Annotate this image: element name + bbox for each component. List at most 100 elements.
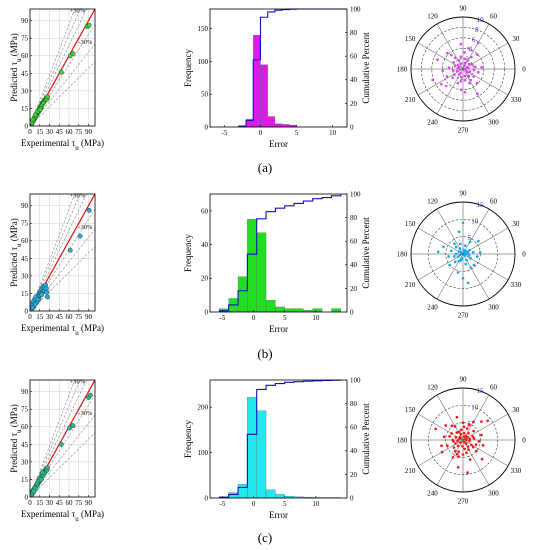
polar-data-point	[436, 58, 439, 62]
histogram-bar	[256, 410, 267, 499]
x-tick-label: -5	[221, 129, 227, 137]
polar-data-point	[461, 276, 465, 280]
polar-data-point	[463, 251, 467, 255]
polar-data-point	[440, 444, 443, 448]
polar-data-point	[465, 451, 468, 455]
x-tick-label: 0	[252, 500, 256, 508]
y-tick-label: 60	[21, 52, 29, 60]
y2-tick-label: 40	[350, 447, 358, 455]
axes-frame	[29, 379, 96, 498]
polar-data-point	[476, 70, 480, 74]
y-tick-label: 0	[205, 123, 209, 131]
y2-tick-label: 80	[350, 214, 358, 222]
polar-angle-label: 240	[427, 489, 438, 497]
polar-radius-label: 2	[465, 56, 469, 64]
polar-data-point	[444, 424, 448, 427]
y-tick-label: 30	[21, 87, 29, 95]
polar-data-point	[457, 230, 461, 234]
y2-tick-label: 0	[350, 123, 354, 131]
polar-angle-label: 150	[405, 406, 416, 414]
polar-data-point	[457, 430, 461, 434]
y-tick-label: 150	[198, 25, 209, 33]
c-scatter-panel: 0 15 30 45 60 75 900153045607590+30%-30%Experi…	[9, 379, 104, 523]
x-tick-label: 75	[75, 313, 83, 321]
polar-angle-label: 30	[512, 35, 520, 43]
y-tick-label: 200	[198, 404, 209, 412]
error-bound-line	[30, 209, 95, 311]
x-tick-label: 0	[28, 499, 32, 507]
polar-data-point	[469, 266, 473, 270]
polar-data-point	[468, 439, 471, 443]
x-tick-label: 75	[75, 128, 83, 136]
data-point	[45, 465, 50, 471]
y-axis-label: Frequency	[183, 420, 193, 458]
x-tick-label: 15	[36, 499, 44, 507]
polar-spoke	[417, 42, 509, 96]
y-tick-label: 90	[21, 17, 29, 25]
y-tick-label: 100	[198, 58, 209, 66]
polar-data-point	[446, 444, 449, 448]
x-tick-label: 5	[283, 314, 287, 322]
annotation-minus30: -30%	[78, 39, 93, 46]
histogram-bar	[267, 116, 276, 128]
polar-data-point	[465, 258, 468, 262]
x-tick-label: 30	[46, 499, 54, 507]
polar-data-point	[458, 247, 462, 250]
polar-data-point	[466, 471, 469, 474]
polar-data-point	[457, 455, 460, 459]
x-tick-label: 10	[312, 314, 320, 322]
y2-tick-label: 100	[350, 5, 361, 13]
x-tick-label: 5	[283, 500, 287, 508]
polar-data-point	[459, 441, 462, 444]
polar-angle-label: 30	[512, 406, 520, 414]
polar-radius-label: 15	[477, 201, 485, 209]
polar-angle-label: 60	[490, 384, 498, 392]
histogram-bar	[331, 308, 341, 313]
cumulative-percent-line	[218, 194, 342, 312]
error-bound-line	[30, 380, 76, 497]
polar-data-point	[462, 425, 466, 429]
polar-data-point	[458, 68, 462, 71]
polar-data-point	[459, 79, 463, 83]
polar-data-point	[463, 254, 467, 257]
y-axis-label: Frequency	[183, 234, 193, 272]
histogram-bar	[275, 306, 285, 313]
x-axis-label: Error	[269, 139, 288, 149]
polar-data-point	[456, 81, 460, 85]
polar-angle-label: 90	[460, 5, 468, 13]
polar-data-point	[463, 57, 467, 61]
x-tick-label: 15	[36, 313, 44, 321]
polar-data-point	[467, 432, 470, 435]
polar-data-point	[453, 260, 457, 264]
x-axis-label: Error	[269, 510, 288, 520]
histogram-bar	[228, 492, 239, 499]
polar-angle-label: 0	[522, 437, 526, 445]
polar-angle-label: 300	[488, 489, 499, 497]
polar-data-point	[472, 429, 475, 433]
y2-tick-label: 80	[350, 29, 358, 37]
polar-data-point	[466, 71, 469, 75]
polar-data-point	[448, 435, 451, 438]
polar-angle-label: 180	[397, 66, 408, 74]
y-tick-label: 45	[21, 255, 29, 263]
histogram-bar	[247, 219, 257, 313]
polar-angle-label: 210	[405, 281, 416, 289]
error-bound-line	[30, 380, 81, 497]
polar-data-point	[459, 432, 463, 436]
polar-angle-label: 0	[522, 66, 526, 74]
polar-angle-label: 120	[427, 384, 438, 392]
y-tick-label: 15	[21, 290, 29, 298]
histogram-bar	[256, 232, 267, 313]
polar-data-point	[469, 78, 473, 82]
polar-data-point	[480, 457, 484, 461]
polar-data-point	[449, 249, 453, 253]
polar-angle-label: 180	[397, 251, 408, 259]
polar-angle-label: 330	[511, 96, 522, 104]
x-tick-label: 75	[75, 499, 83, 507]
y-tick-label: 75	[21, 35, 29, 43]
polar-data-point	[455, 452, 459, 456]
polar-radius-label: 8	[475, 26, 479, 34]
data-point	[70, 423, 76, 429]
polar-radius-label: 4	[469, 46, 473, 54]
data-point	[45, 294, 50, 300]
